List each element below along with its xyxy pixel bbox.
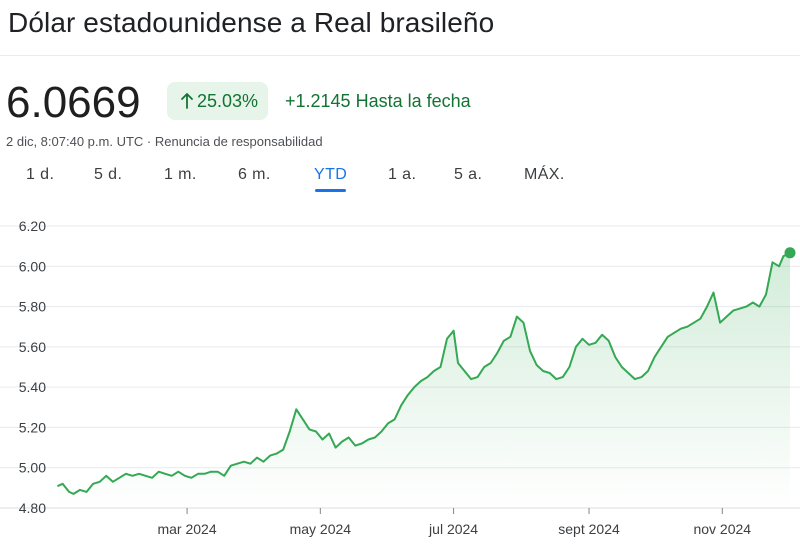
tab-5d[interactable]: 5 d. bbox=[94, 166, 123, 183]
tab-5a[interactable]: 5 a. bbox=[454, 166, 483, 183]
quote-meta: 2 dic, 8:07:40 p.m. UTC · Renuncia de re… bbox=[6, 133, 323, 151]
x-tick-label: mar 2024 bbox=[157, 521, 216, 537]
percent-change-badge: 25.03% bbox=[167, 82, 269, 120]
y-tick-label: 5.00 bbox=[19, 460, 46, 476]
y-tick-label: 5.40 bbox=[19, 379, 46, 395]
tab-ytd[interactable]: YTD bbox=[314, 166, 348, 183]
x-axis-labels: mar 2024 may 2024 jul 2024 sept 2024 nov 202… bbox=[157, 508, 751, 537]
meta-separator: · bbox=[146, 134, 152, 149]
tab-1a[interactable]: 1 a. bbox=[388, 166, 417, 183]
y-tick-label: 5.20 bbox=[19, 419, 46, 435]
y-tick-label: 6.20 bbox=[19, 218, 46, 234]
percent-change-value: 25.03% bbox=[197, 90, 259, 111]
arrow-up-icon bbox=[181, 93, 193, 109]
active-tab-indicator bbox=[315, 189, 346, 192]
x-tick-label: nov 2024 bbox=[693, 521, 751, 537]
last-price-point[interactable] bbox=[784, 247, 796, 259]
y-tick-label: 5.80 bbox=[19, 299, 46, 315]
x-tick-label: sept 2024 bbox=[558, 521, 620, 537]
x-tick-label: jul 2024 bbox=[428, 521, 478, 537]
y-axis-labels: 6.20 6.00 5.80 5.60 5.40 5.20 5.00 4.80 bbox=[19, 218, 46, 516]
price-chart[interactable]: 6.20 6.00 5.80 5.60 5.40 5.20 5.00 4.80 mar 202… bbox=[0, 210, 800, 544]
price-line bbox=[57, 251, 791, 495]
period-label: Hasta la fecha bbox=[355, 91, 471, 111]
price-area bbox=[58, 252, 790, 508]
tab-max[interactable]: MÁX. bbox=[524, 166, 565, 183]
tab-1d[interactable]: 1 d. bbox=[26, 166, 55, 183]
timestamp: 2 dic, 8:07:40 p.m. UTC bbox=[6, 134, 144, 149]
page-title: Dólar estadounidense a Real brasileño bbox=[8, 7, 495, 38]
y-tick-label: 5.60 bbox=[19, 339, 46, 355]
title-divider bbox=[0, 55, 800, 56]
absolute-change-value: +1.2145 bbox=[285, 91, 351, 111]
y-tick-label: 6.00 bbox=[19, 258, 46, 274]
x-tick-label: may 2024 bbox=[290, 521, 352, 537]
y-tick-label: 4.80 bbox=[19, 500, 46, 516]
tab-6m[interactable]: 6 m. bbox=[238, 166, 271, 183]
tab-1m[interactable]: 1 m. bbox=[164, 166, 197, 183]
absolute-change: +1.2145 Hasta la fecha bbox=[285, 89, 471, 113]
disclaimer-link[interactable]: Renuncia de responsabilidad bbox=[154, 134, 323, 149]
current-price: 6.0669 bbox=[6, 78, 141, 127]
